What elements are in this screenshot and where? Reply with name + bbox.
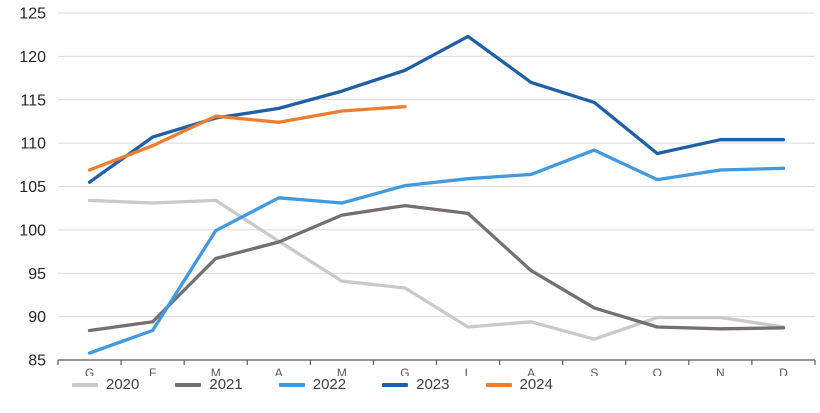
y-axis-tick-label: 90 (28, 309, 46, 326)
y-axis-tick-label: 120 (19, 49, 46, 66)
legend-label: 2022 (312, 376, 347, 393)
legend-swatch-2020 (72, 382, 98, 387)
legend-item-2023: 2023 (382, 376, 450, 393)
x-axis-month-label: M (211, 366, 221, 376)
series-line-2022 (87, 148, 786, 355)
y-axis-tick-label: 100 (19, 222, 46, 239)
x-axis-month-label: A (527, 366, 535, 376)
x-axis-month-label: N (716, 366, 725, 376)
y-axis-tick-label: 85 (28, 353, 46, 370)
x-axis-month-label: G (400, 366, 409, 376)
x-axis-month-label: S (590, 366, 598, 376)
chart-legend: 2020 2021 2022 2023 2024 (72, 377, 553, 392)
x-axis-month-label: L (465, 366, 472, 376)
legend-item-2022: 2022 (278, 376, 347, 393)
legend-swatch-2022 (278, 382, 305, 387)
y-axis-tick-label: 115 (20, 92, 46, 109)
x-axis-month-label: A (275, 366, 283, 376)
y-axis-tick-label: 105 (19, 179, 46, 196)
series-line-2024 (87, 105, 407, 172)
legend-swatch-2024 (485, 382, 512, 387)
y-axis-tick-label: 125 (19, 6, 46, 23)
x-axis-month-label: D (779, 366, 788, 376)
legend-swatch-2023 (382, 382, 409, 387)
x-axis-month-label: O (653, 366, 662, 376)
legend-item-2021: 2021 (175, 376, 243, 393)
legend-swatch-2021 (175, 382, 202, 387)
y-axis-tick-label: 95 (28, 266, 46, 283)
series-line-2021 (87, 203, 786, 333)
legend-item-2024: 2024 (485, 376, 553, 393)
legend-item-2020: 2020 (72, 377, 139, 392)
series-line-2023 (87, 34, 786, 184)
x-axis-month-label: M (337, 366, 347, 376)
legend-label: 2020 (106, 376, 140, 393)
x-axis-month-label: G (85, 366, 94, 376)
legend-label: 2021 (209, 376, 243, 393)
legend-label: 2024 (519, 376, 553, 393)
legend-label: 2023 (416, 376, 450, 393)
y-axis-tick-label: 110 (20, 136, 46, 153)
series-line-2020 (87, 198, 786, 341)
line-chart: 85 90 95 100 105 110 115 120 125 G F M A M G L A S O N D (19, 6, 816, 376)
x-axis-month-label: F (149, 366, 156, 376)
